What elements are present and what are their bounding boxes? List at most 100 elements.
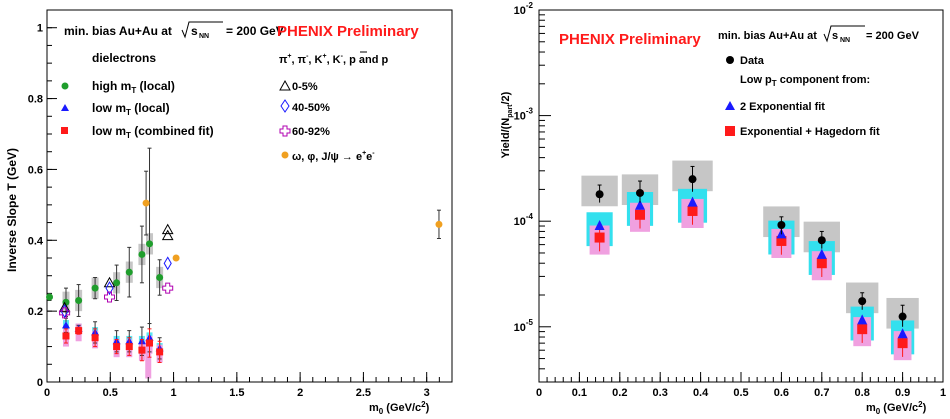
right-exp-hag-point <box>594 232 605 243</box>
svg-text:Exponential + Hagedorn fit: Exponential + Hagedorn fit <box>740 126 880 138</box>
left-cent-60-92-point <box>162 282 174 294</box>
left-low-mt-comb-point <box>125 343 133 351</box>
left-omega-phi-jpsi-point <box>142 199 150 207</box>
right-exp-hag-point <box>857 324 868 335</box>
right-x-tick-label: 0.4 <box>693 387 709 399</box>
right-two-exp-point <box>635 199 645 210</box>
right-y-tick-label: 10-3 <box>514 107 534 123</box>
right-x-tick-label: 0.9 <box>895 387 910 399</box>
right-preliminary-label: PHENIX Preliminary <box>559 31 701 48</box>
right-y-tick-label: 10-2 <box>514 1 534 17</box>
right-two-exp-point <box>816 248 827 259</box>
svg-text:Data: Data <box>740 55 765 67</box>
svg-text:s: s <box>191 24 198 38</box>
left-panel: 0 0.5 1 1.5 2 2.5 3 0 0.2 0.4 0.6 0.8 1 Inverse Slop… <box>5 9 453 416</box>
left-x-tick-label: 2 <box>297 387 303 399</box>
left-high-mt-point <box>75 297 83 305</box>
right-x-tick-label: 0.6 <box>774 387 789 399</box>
left-cent-60-92-point <box>104 291 116 303</box>
right-panel: 0 0.1 0.2 0.3 0.4 0.5 0.6 0.7 0.8 0.9 1 10-5 10-4 10-… <box>500 1 946 416</box>
right-two-exp-point <box>687 196 698 207</box>
right-x-tick-label: 0.1 <box>572 387 587 399</box>
left-cent-60-92-point <box>59 307 71 319</box>
left-y-tick-label: 0.4 <box>28 235 44 247</box>
right-data-point <box>688 175 697 184</box>
legend-data: Data <box>726 55 765 67</box>
svg-text:low mT (local): low mT (local) <box>92 101 170 117</box>
svg-text:s: s <box>832 30 838 42</box>
left-low-mt-comb-point <box>75 327 83 335</box>
right-y-tick-label: 10-4 <box>514 212 534 228</box>
left-low-mt-comb-point <box>156 348 164 356</box>
left-omega-phi-jpsi-point <box>435 220 443 228</box>
right-exp-hag-point <box>897 338 908 349</box>
right-exp-hag-point <box>776 235 787 246</box>
left-axes: 0 0.5 1 1.5 2 2.5 3 0 0.2 0.4 0.6 0.8 1 <box>28 9 453 399</box>
svg-text:min. bias Au+Au at: min. bias Au+Au at <box>718 30 817 42</box>
left-omega-phi-jpsi-point <box>172 254 180 262</box>
svg-text:= 200 GeV: = 200 GeV <box>866 30 920 42</box>
right-data-point <box>636 188 644 197</box>
right-xlabel: m0 (GeV/c2) <box>866 400 927 416</box>
left-high-mt-point <box>156 273 164 281</box>
svg-text:ω, φ, J/ψ → e+e-: ω, φ, J/ψ → e+e- <box>292 150 375 163</box>
left-data-marks <box>46 147 443 364</box>
left-low-mt-comb-point <box>91 334 99 342</box>
right-two-exp-point <box>857 314 868 325</box>
left-plot-frame <box>46 9 453 383</box>
right-x-tick-label: 0.5 <box>733 387 748 399</box>
svg-text:0-5%: 0-5% <box>292 81 318 93</box>
right-collision-label: min. bias Au+Au at s NN = 200 GeV <box>718 25 920 44</box>
right-x-tick-label: 0.3 <box>653 387 668 399</box>
right-x-tick-label: 0 <box>536 387 542 399</box>
legend-lowpt-header: Low pT component from: <box>740 74 870 88</box>
right-exp-hag-point <box>635 209 645 220</box>
left-y-tick-label: 0.6 <box>28 164 43 176</box>
right-exp-hag-point <box>687 205 698 216</box>
legend-exp-hag: Exponential + Hagedorn fit <box>725 126 880 138</box>
left-low-mt-point <box>61 321 70 329</box>
right-x-tick-label: 0.7 <box>814 387 829 399</box>
right-data-point <box>777 221 786 230</box>
left-y-tick-label: 0.2 <box>28 306 43 318</box>
left-y-tick-label: 1 <box>37 23 43 35</box>
legend-low-mt-combined: low mT (combined fit) <box>61 124 214 140</box>
svg-text:m0 (GeV/c2): m0 (GeV/c2) <box>866 400 927 416</box>
svg-text:40-50%: 40-50% <box>292 102 330 114</box>
left-cent-0-5-point <box>161 229 174 241</box>
right-two-exp-point <box>594 220 605 231</box>
left-x-tick-label: 1 <box>171 387 177 399</box>
right-data-point <box>595 190 604 199</box>
right-data-point <box>817 236 826 245</box>
left-low-mt-comb-point <box>138 346 146 354</box>
svg-text:2 Exponential fit: 2 Exponential fit <box>740 101 825 113</box>
right-data-marks <box>594 165 908 357</box>
right-x-tick-label: 1 <box>940 387 946 399</box>
legend-cent-60-92: 60-92% <box>279 125 330 138</box>
left-plot-layer <box>62 233 164 379</box>
left-low-mt-comb-point <box>113 343 121 351</box>
left-high-mt-point <box>146 240 154 248</box>
right-ylabel: Yield/(Npart/2) <box>500 91 514 158</box>
left-high-mt-point <box>125 268 133 276</box>
left-xlabel: m0 (GeV/c2) <box>369 400 430 416</box>
left-preliminary-label: PHENIX Preliminary <box>277 23 419 40</box>
legend-high-mt: high mT (local) <box>61 79 175 95</box>
left-x-tick-label: 3 <box>424 387 430 399</box>
svg-text:high mT (local): high mT (local) <box>92 79 175 95</box>
left-ylabel: Inverse Slope T (GeV) <box>5 148 19 272</box>
left-high-mt-point <box>91 284 99 292</box>
svg-text:Low pT component from:: Low pT component from: <box>740 74 870 88</box>
left-y-tick-label: 0.8 <box>28 94 43 106</box>
svg-text:60-92%: 60-92% <box>292 126 330 138</box>
svg-text:NN: NN <box>840 37 850 44</box>
legend-cent-40-50: 40-50% <box>280 99 330 114</box>
dielectrons-header: dielectrons <box>92 51 156 65</box>
left-low-mt-comb-point <box>146 339 154 347</box>
legend-low-mt: low mT (local) <box>61 101 170 117</box>
left-high-mt-point <box>113 279 121 287</box>
right-x-tick-label: 0.2 <box>612 387 627 399</box>
left-cent-40-50-point <box>163 256 172 271</box>
svg-text:Yield/(Npart/2): Yield/(Npart/2) <box>500 91 514 158</box>
